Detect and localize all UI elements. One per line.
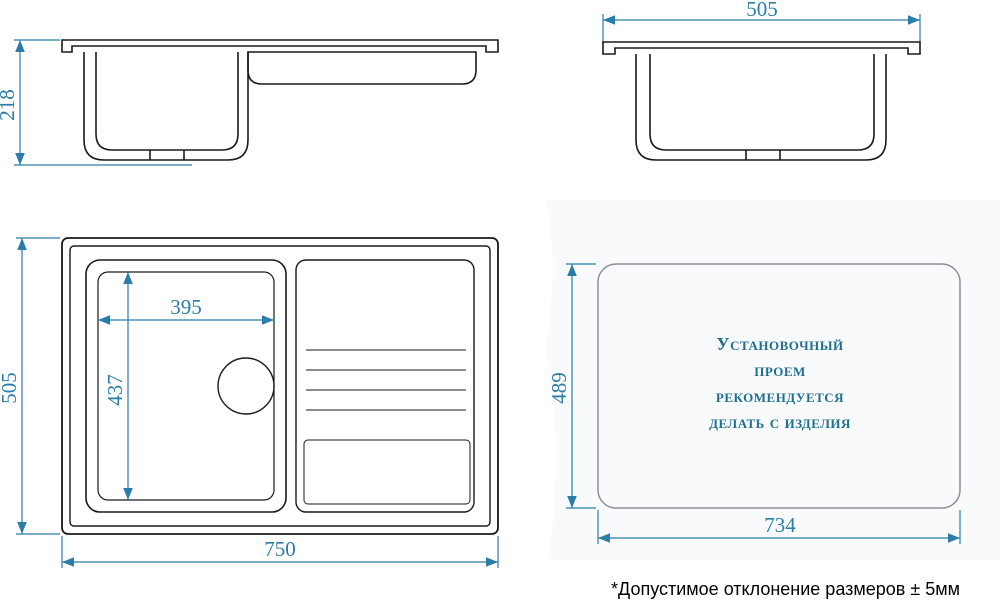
note-line4: делать с изделия — [709, 412, 851, 432]
dim-cutout-height: 489 — [547, 372, 571, 404]
dim-plan-height: 505 — [0, 372, 21, 404]
dim-cutout-width: 734 — [764, 513, 796, 537]
footnote-text: *Допустимое отклонение размеров ± 5мм — [611, 579, 960, 600]
dim-plan-width: 750 — [264, 537, 296, 561]
note-line3: рекомендуется — [716, 386, 844, 406]
side-view-left: 218 — [0, 40, 498, 165]
dim-bowl-height: 437 — [103, 374, 127, 406]
dim-side-width: 505 — [746, 0, 778, 21]
dim-bowl-width: 395 — [170, 295, 202, 319]
technical-drawing: 218 505 — [0, 0, 1000, 606]
note-line2: проем — [754, 360, 806, 380]
cutout-panel: 489 734 Установочный проем рекомендуется… — [545, 200, 1000, 560]
note-line1: Установочный — [716, 334, 843, 354]
side-view-right: 505 — [603, 0, 920, 160]
plan-view: 395 437 505 750 — [0, 238, 498, 568]
dim-side-height: 218 — [0, 89, 19, 121]
